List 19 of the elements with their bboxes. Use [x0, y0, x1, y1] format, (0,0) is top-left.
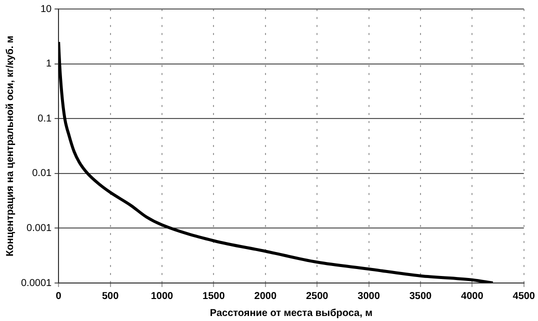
x-tick-label: 1500: [202, 290, 226, 302]
y-tick-label: 0.1: [38, 113, 52, 124]
x-tick-label: 500: [102, 290, 120, 302]
y-tick-label: 10: [40, 4, 52, 15]
y-tick-label: 1: [46, 58, 52, 70]
y-tick-label: 0.0001: [20, 278, 52, 289]
x-tick-label: 2500: [306, 290, 329, 302]
y-tick-label: 0.01: [32, 168, 52, 180]
x-tick-label: 0: [56, 290, 62, 302]
x-tick-label: 1000: [150, 290, 174, 302]
x-tick-label: 3000: [358, 290, 380, 302]
x-tick-label: 4500: [512, 290, 536, 302]
x-tick-label: 3500: [409, 290, 432, 302]
y-axis-title: Концентрация на центральной оси, кг/куб. м: [4, 36, 16, 256]
x-tick-label: 2000: [254, 290, 277, 302]
x-axis-title: Расстояние от места выброса, м: [210, 308, 373, 319]
y-tick-label: 0.001: [26, 222, 52, 234]
x-tick-label: 4000: [461, 290, 484, 302]
line-series: [58, 40, 494, 283]
